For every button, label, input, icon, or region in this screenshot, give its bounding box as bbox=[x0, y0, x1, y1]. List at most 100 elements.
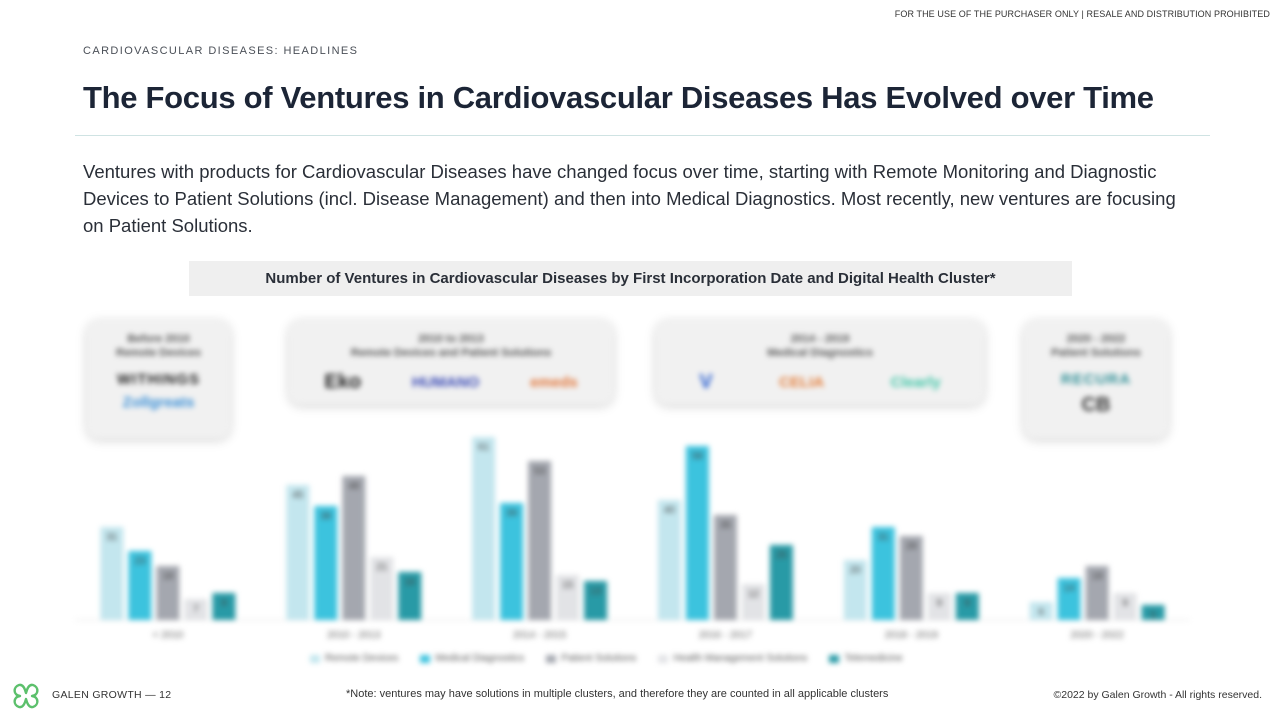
legend-item-health-management: Health Management Solutions bbox=[658, 653, 807, 664]
bar-value-label: 31 bbox=[106, 532, 118, 543]
era-label: 2020 - 2022 Patient Solutions bbox=[1051, 333, 1141, 359]
bar-value-label: 28 bbox=[906, 541, 918, 552]
bar-value-label: 25 bbox=[776, 550, 788, 561]
bar bbox=[528, 461, 552, 620]
legend-item-medical-diagnostics: Medical Diagnostics bbox=[420, 653, 524, 664]
bar bbox=[1113, 593, 1137, 620]
emeds-logo: emeds bbox=[530, 374, 578, 391]
bar-value-label: 48 bbox=[348, 481, 360, 492]
bar-value-label: 40 bbox=[664, 505, 676, 516]
bar-value-label: 9 bbox=[965, 598, 971, 609]
footer-note: *Note: ventures may have solutions in mu… bbox=[346, 688, 889, 700]
bar-value-label: 61 bbox=[478, 442, 490, 453]
bar-value-label: 18 bbox=[1092, 571, 1104, 582]
bar bbox=[843, 560, 867, 620]
eko-logo: Eko bbox=[324, 371, 362, 393]
bar bbox=[584, 581, 608, 620]
intro-paragraph: Ventures with products for Cardiovascula… bbox=[83, 161, 1176, 236]
bar-value-label: 23 bbox=[134, 556, 146, 567]
bar bbox=[100, 527, 124, 620]
bar bbox=[286, 485, 310, 620]
legend-swatch bbox=[310, 654, 320, 663]
zollgreats-logo: Zollgreats bbox=[122, 394, 195, 411]
bar-value-label: 16 bbox=[404, 577, 416, 588]
title-divider bbox=[75, 135, 1210, 136]
legend-swatch bbox=[420, 654, 431, 663]
withings-logo: WITHINGS bbox=[117, 371, 200, 388]
x-tick-label: 2016 - 2017 bbox=[699, 630, 753, 641]
humano-logo: HUMANO bbox=[411, 374, 480, 391]
legend-item-patient-solutions: Patient Solutions bbox=[546, 653, 636, 664]
bar-value-label: 39 bbox=[506, 508, 518, 519]
chart-title-banner: Number of Ventures in Cardiovascular Dis… bbox=[189, 261, 1072, 296]
bar bbox=[955, 593, 979, 620]
bar bbox=[1029, 602, 1053, 620]
page-title: The Focus of Ventures in Cardiovascular … bbox=[83, 80, 1154, 115]
x-tick-label: < 2010 bbox=[152, 630, 183, 641]
chart-title: Number of Ventures in Cardiovascular Dis… bbox=[265, 270, 996, 287]
bar-value-label: 35 bbox=[720, 520, 732, 531]
bar-value-label: 15 bbox=[562, 580, 574, 591]
recura-logo: RECURA bbox=[1060, 371, 1132, 388]
celia-logo: CELIA bbox=[779, 374, 825, 391]
legend-item-remote-devices: Remote Devices bbox=[310, 653, 398, 664]
bar-value-label: 6 bbox=[1038, 607, 1044, 618]
era-card-2020-2022: 2020 - 2022 Patient Solutions RECURA CB bbox=[1024, 320, 1168, 438]
bar-value-label: 9 bbox=[1122, 598, 1128, 609]
era-card-before-2010: Before 2010 Remote Devices WITHINGS Zollg… bbox=[87, 320, 230, 438]
era-label: 2010 to 2013 Remote Devices and Patient S… bbox=[350, 333, 552, 359]
bar-value-label: 9 bbox=[221, 598, 227, 609]
footer-copyright: ©2022 by Galen Growth - All rights reser… bbox=[1053, 689, 1263, 701]
bar-value-label: 18 bbox=[162, 571, 174, 582]
legend-swatch bbox=[658, 654, 669, 663]
bar-value-label: 53 bbox=[534, 466, 546, 477]
bar bbox=[657, 500, 681, 620]
distribution-notice: FOR THE USE OF THE PURCHASER ONLY | RESA… bbox=[894, 9, 1270, 19]
bar bbox=[713, 515, 737, 620]
x-tick-label: 2018 - 2019 bbox=[885, 630, 939, 641]
x-tick-label: 2020 - 2022 bbox=[1070, 630, 1124, 641]
galen-growth-logo-icon bbox=[13, 683, 39, 709]
legend-item-telemedicine: Telemedicine bbox=[829, 653, 903, 664]
v-logo: V bbox=[699, 371, 713, 393]
chart-legend: Remote Devices Medical Diagnostics Patie… bbox=[310, 653, 903, 664]
bar-value-label: 45 bbox=[292, 490, 304, 501]
bar bbox=[500, 503, 524, 620]
bar bbox=[871, 527, 895, 620]
bar-value-label: 58 bbox=[692, 451, 704, 462]
legend-swatch bbox=[829, 654, 840, 663]
era-card-2014-2019: 2014 - 2019 Medical Diagnostics V CELIA C… bbox=[656, 320, 984, 404]
bar-value-label: 21 bbox=[376, 562, 388, 573]
era-label: 2014 - 2019 Medical Diagnostics bbox=[767, 333, 873, 359]
clearly-logo: Clearly bbox=[890, 374, 941, 391]
bar-value-label: 5 bbox=[1150, 610, 1156, 621]
bar bbox=[212, 593, 236, 620]
bar bbox=[769, 545, 793, 620]
bar bbox=[472, 437, 496, 620]
bar bbox=[370, 557, 394, 620]
bar bbox=[1141, 605, 1165, 620]
bar bbox=[398, 572, 422, 620]
bar bbox=[1057, 578, 1081, 620]
bar bbox=[899, 536, 923, 620]
bar-value-label: 9 bbox=[937, 598, 943, 609]
footer-brand: GALEN GROWTH — 12 bbox=[52, 689, 172, 701]
bar-value-label: 20 bbox=[850, 565, 862, 576]
x-tick-label: 2014 - 2015 bbox=[513, 630, 567, 641]
bar bbox=[927, 593, 951, 620]
bar bbox=[314, 506, 338, 620]
bar-value-label: 7 bbox=[193, 604, 199, 615]
cb-logo: CB bbox=[1081, 394, 1111, 416]
bar bbox=[685, 446, 709, 620]
x-tick-label: 2010 - 2013 bbox=[327, 630, 381, 641]
bar-value-label: 38 bbox=[320, 511, 332, 522]
section-eyebrow: CARDIOVASCULAR DISEASES: HEADLINES bbox=[83, 45, 359, 57]
era-label: Before 2010 Remote Devices bbox=[116, 333, 201, 359]
bar bbox=[741, 584, 765, 620]
bar bbox=[1085, 566, 1109, 620]
legend-swatch bbox=[546, 654, 557, 663]
bar-value-label: 12 bbox=[748, 589, 760, 600]
bar bbox=[128, 551, 152, 620]
bar-value-label: 13 bbox=[590, 586, 602, 597]
era-card-2010-2013: 2010 to 2013 Remote Devices and Patient S… bbox=[289, 320, 613, 404]
